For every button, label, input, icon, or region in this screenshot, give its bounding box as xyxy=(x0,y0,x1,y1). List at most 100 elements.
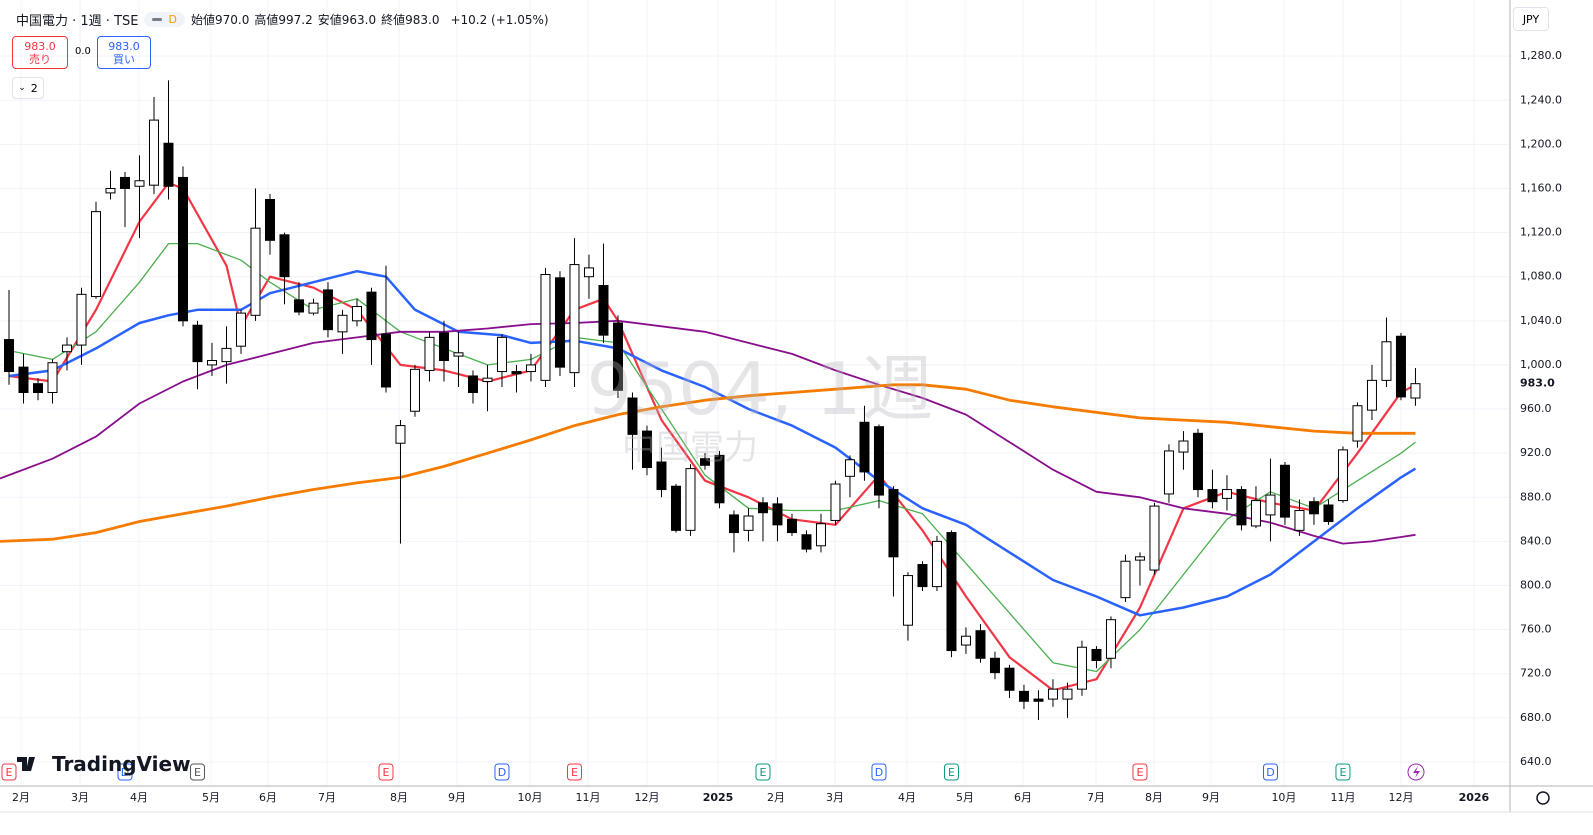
event-marker[interactable] xyxy=(378,763,394,781)
candle-body xyxy=(1236,489,1247,526)
event-label: D xyxy=(498,766,506,779)
x-tick-label: 2026 xyxy=(1459,791,1490,804)
candle-body xyxy=(728,514,739,534)
y-tick-label: 880.0 xyxy=(1520,490,1552,503)
event-label: E xyxy=(948,766,955,779)
ohlc: 始値970.0 高値997.2 安値963.0 終値983.0 xyxy=(191,11,445,28)
event-marker[interactable] xyxy=(755,763,771,781)
candle-body xyxy=(1178,440,1189,453)
watermark: 9504, 1週 xyxy=(586,347,934,431)
candle-body xyxy=(1366,379,1377,411)
candle-body xyxy=(322,289,333,331)
candle-body xyxy=(685,468,696,531)
candle-body xyxy=(844,459,855,477)
candle-body xyxy=(351,305,362,322)
x-tick-label: 2月 xyxy=(767,791,785,804)
x-tick-label: 6月 xyxy=(259,791,277,804)
x-tick-label: 8月 xyxy=(390,791,408,804)
x-tick-label: 11月 xyxy=(575,791,600,804)
event-marker[interactable] xyxy=(189,763,205,781)
candle-body xyxy=(409,368,420,412)
candle-body xyxy=(105,187,116,194)
candle-body xyxy=(1149,505,1160,571)
candle-body xyxy=(989,657,1000,674)
candle-body xyxy=(250,227,261,316)
event-label: E xyxy=(6,766,13,779)
x-tick-label: 2月 xyxy=(12,791,30,804)
indicator-toggle[interactable]: ⌄ 2 xyxy=(12,77,44,99)
candle-body xyxy=(1076,646,1087,690)
brand-logo xyxy=(17,757,42,771)
x-tick-label: 10月 xyxy=(1271,791,1296,804)
event-label: D xyxy=(875,766,883,779)
candle-body xyxy=(917,564,928,588)
event-marker[interactable] xyxy=(1262,763,1278,781)
x-tick-label: 12月 xyxy=(634,791,659,804)
currency[interactable]: JPY xyxy=(1513,7,1549,31)
candle-body xyxy=(90,211,101,298)
candle-body xyxy=(380,333,391,388)
candle-body xyxy=(438,332,449,362)
x-tick-label: 3月 xyxy=(826,791,844,804)
candle-body xyxy=(772,503,783,526)
y-tick-label: 1,000.0 xyxy=(1520,358,1562,371)
x-tick-label: 2025 xyxy=(703,791,734,804)
candle-body xyxy=(569,264,580,374)
event-icon xyxy=(1413,766,1420,778)
ohlc-label: 始値 xyxy=(190,13,215,27)
candle-body xyxy=(1323,504,1334,523)
candle-body xyxy=(699,458,710,466)
y-tick-label: 1,200.0 xyxy=(1520,137,1562,150)
y-tick-label: 680.0 xyxy=(1520,711,1552,724)
settings-icon[interactable] xyxy=(1536,791,1550,805)
badge[interactable]: D xyxy=(144,12,185,27)
candle-body xyxy=(366,291,377,341)
ohlc-label: 高値 xyxy=(254,13,279,27)
sell-price: 983.0 xyxy=(24,39,56,53)
symbol[interactable]: 中国電力 · 1週 · TSE xyxy=(16,14,139,29)
candle-body xyxy=(424,336,435,371)
candle-body xyxy=(1308,501,1319,515)
event-marker[interactable] xyxy=(494,763,510,781)
candle-body xyxy=(1410,383,1421,399)
x-tick-label: 7月 xyxy=(1087,791,1105,804)
candle-body xyxy=(1265,494,1276,516)
sell-label: 売り xyxy=(29,52,51,66)
candle-body xyxy=(960,635,971,646)
event-label: D xyxy=(121,766,129,779)
candle-body xyxy=(163,142,174,187)
x-tick-label: 5月 xyxy=(956,791,974,804)
x-tick-label: 10月 xyxy=(517,791,542,804)
last-price-label: 983.0 xyxy=(1520,377,1555,390)
candle-body xyxy=(1294,510,1305,531)
indicator-count: 2 xyxy=(30,81,38,95)
candle-body xyxy=(873,426,884,496)
event-marker[interactable] xyxy=(1335,763,1351,781)
sell-button[interactable]: 983.0 売り xyxy=(12,36,68,69)
watermark-name: 中国電力 xyxy=(622,428,758,468)
buy-button[interactable]: 983.0 買い xyxy=(97,36,151,69)
event-marker[interactable] xyxy=(1,763,17,781)
event-label: E xyxy=(571,766,578,779)
candle-body xyxy=(61,344,72,353)
candle-body xyxy=(1091,648,1102,661)
candle-body xyxy=(3,339,14,373)
y-tick-label: 1,040.0 xyxy=(1520,314,1562,327)
x-tick-label: 4月 xyxy=(130,791,148,804)
event-marker[interactable] xyxy=(871,763,887,781)
brand: TradingView xyxy=(52,752,191,776)
candle-body xyxy=(134,180,145,187)
candle-body xyxy=(931,540,942,588)
candle-body xyxy=(1395,335,1406,398)
event-marker[interactable] xyxy=(1132,763,1148,781)
event-marker[interactable] xyxy=(566,763,582,781)
x-tick-label: 7月 xyxy=(318,791,336,804)
event-marker[interactable] xyxy=(117,763,133,781)
candle-body xyxy=(714,454,725,504)
candle-body xyxy=(192,324,203,363)
event-marker[interactable] xyxy=(943,763,959,781)
event-label: E xyxy=(194,766,201,779)
candle-body xyxy=(453,352,464,357)
